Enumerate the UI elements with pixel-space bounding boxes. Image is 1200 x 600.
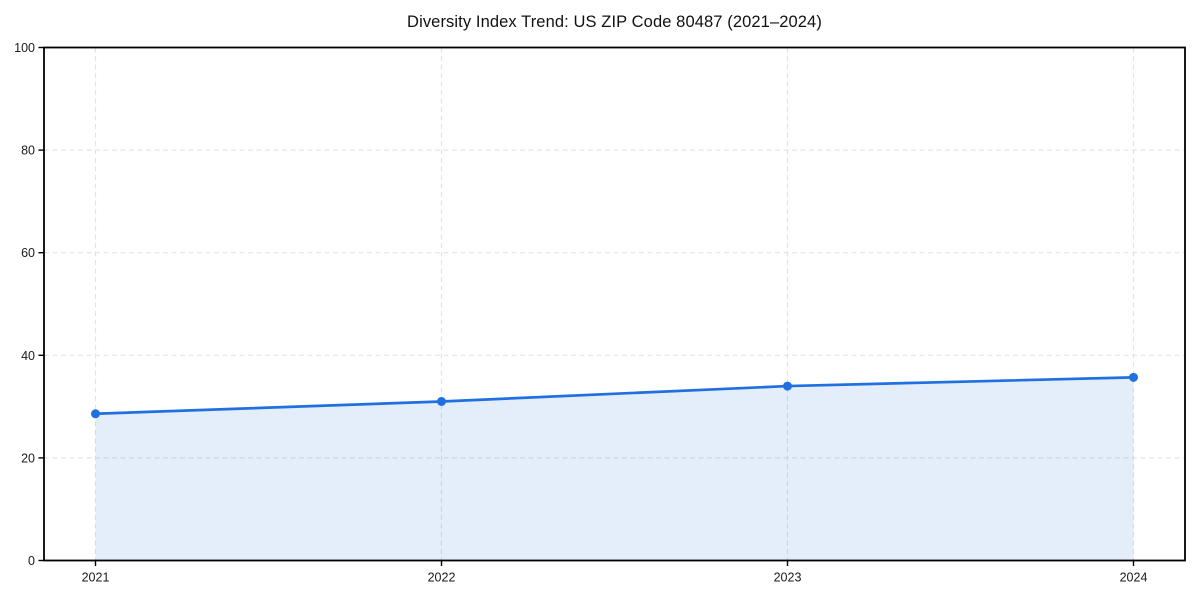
- y-tick-label: 80: [21, 144, 35, 158]
- x-tick-label: 2022: [428, 571, 456, 585]
- x-tick-label: 2023: [774, 571, 802, 585]
- x-tick-label: 2021: [82, 571, 110, 585]
- y-tick-label: 20: [21, 451, 35, 465]
- x-tick-label: 2024: [1120, 571, 1148, 585]
- area-fill: [96, 377, 1134, 560]
- data-point-2022: [437, 397, 446, 406]
- chart-figure: Diversity Index Trend: US ZIP Code 80487…: [0, 0, 1200, 600]
- data-point-2023: [783, 382, 792, 391]
- y-tick-label: 40: [21, 349, 35, 363]
- data-point-2024: [1129, 373, 1138, 382]
- y-tick-label: 0: [28, 554, 35, 568]
- y-tick-label: 60: [21, 246, 35, 260]
- data-point-2021: [91, 409, 100, 418]
- y-tick-label: 100: [14, 41, 35, 55]
- line-chart-canvas: 0 20 40 60 80 100 2021 2022 2023 2024: [0, 0, 1200, 600]
